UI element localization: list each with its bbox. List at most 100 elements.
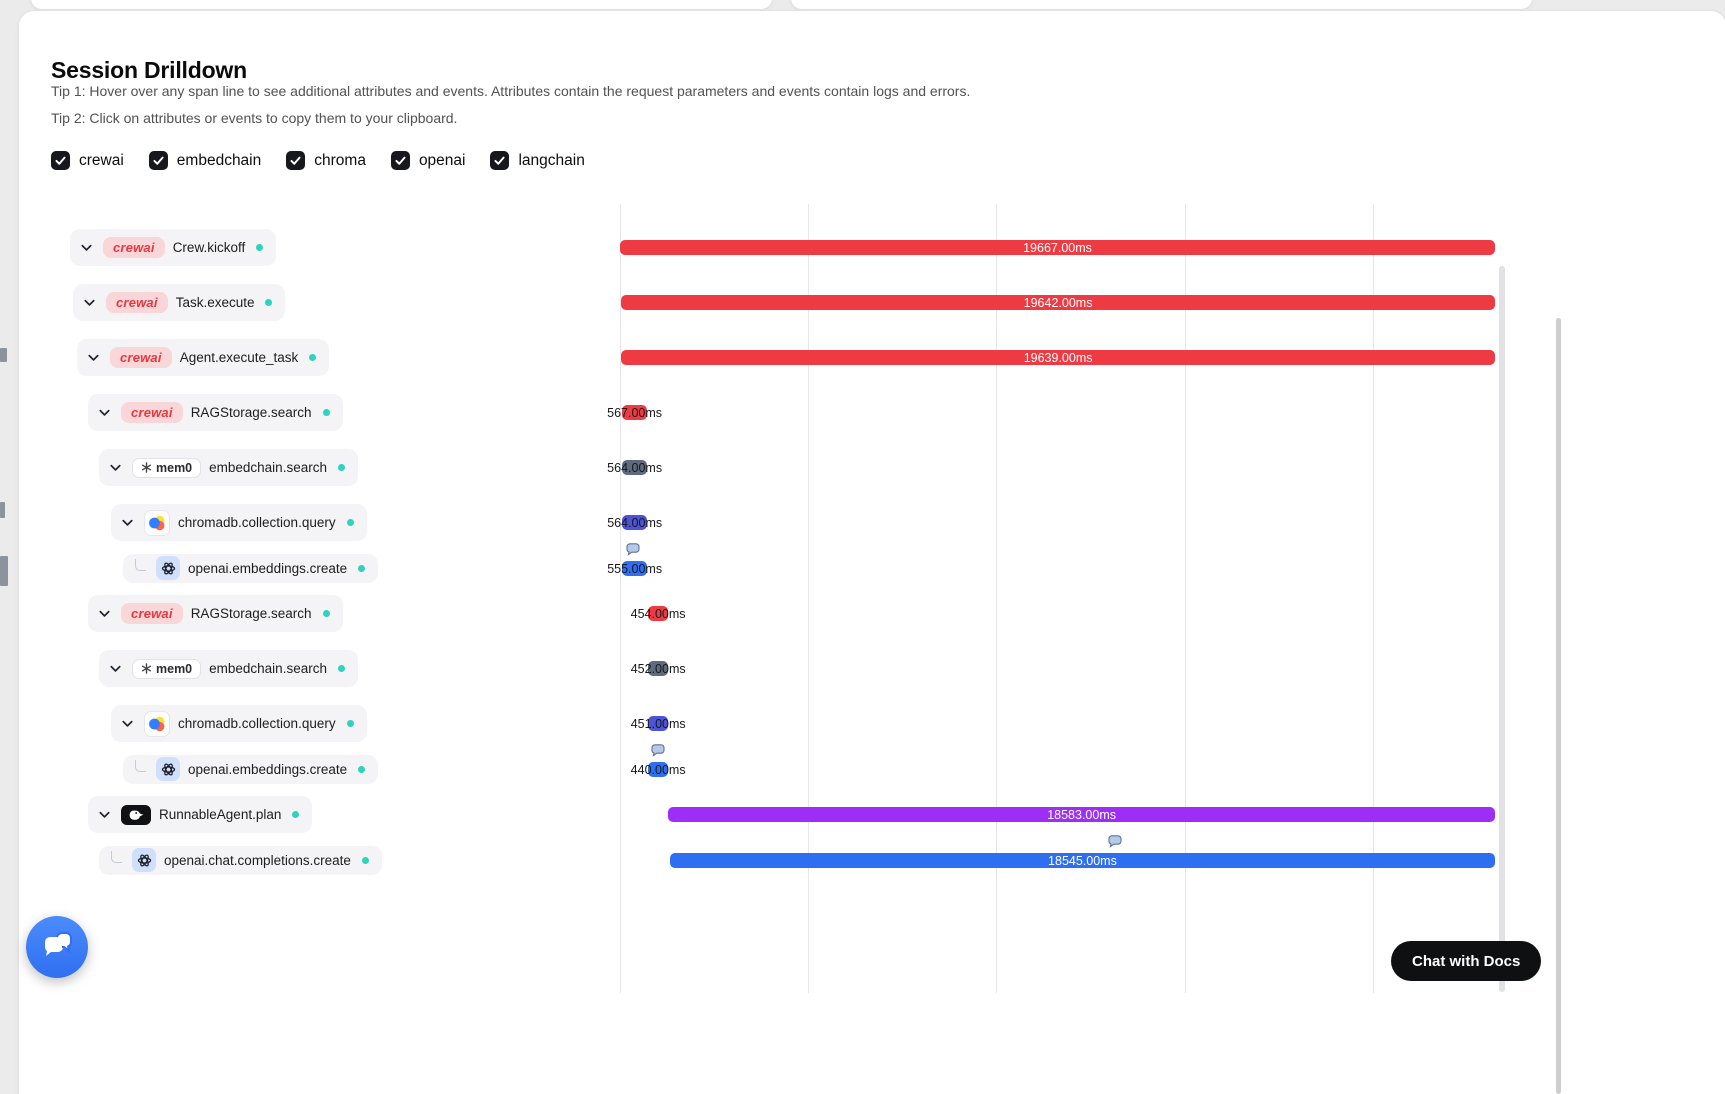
gridline <box>1373 204 1374 993</box>
checkbox-checked-icon[interactable] <box>390 151 410 170</box>
span-label[interactable]: crewai RAGStorage.search <box>88 394 343 431</box>
chat-widget-button[interactable] <box>26 916 88 978</box>
span-label[interactable]: chromadb.collection.query <box>111 705 367 742</box>
span-row: chromadb.collection.query 451.00ms <box>0 696 1725 751</box>
duration-label: 567.00ms <box>607 406 663 420</box>
status-dot <box>322 409 330 416</box>
span-label[interactable]: mem0 embedchain.search <box>99 449 358 486</box>
status-dot <box>337 464 345 471</box>
span-bar[interactable] <box>669 852 1495 868</box>
duration-label: 19639.00ms <box>1023 351 1093 365</box>
checkbox-checked-icon[interactable] <box>490 151 510 170</box>
span-label[interactable]: crewai RAGStorage.search <box>88 595 343 632</box>
span-row: openai.embeddings.create 555.00ms <box>0 543 1725 586</box>
event-bubble-icon[interactable] <box>650 742 666 763</box>
elbow-connector-icon <box>111 850 122 863</box>
openai-logo <box>156 757 180 781</box>
langchain-logo <box>121 804 151 825</box>
duration-label: 454.00ms <box>630 607 686 621</box>
gridline <box>996 204 997 993</box>
span-bar[interactable] <box>648 761 668 777</box>
filter-item-openai[interactable]: openai <box>390 151 465 170</box>
chroma-logo <box>144 509 170 536</box>
span-bar[interactable] <box>668 807 1495 822</box>
filter-label: langchain <box>518 151 585 169</box>
crewai-logo: crewai <box>103 237 165 258</box>
status-dot <box>346 720 354 727</box>
span-row: openai.embeddings.create 440.00ms <box>0 744 1725 787</box>
filter-item-chroma[interactable]: chroma <box>286 151 366 170</box>
chevron-down-icon[interactable] <box>96 405 113 420</box>
chevron-down-icon[interactable] <box>96 606 113 621</box>
chevron-down-icon[interactable] <box>96 807 113 822</box>
status-dot <box>256 244 264 251</box>
span-name: embedchain.search <box>209 661 327 676</box>
filter-item-crewai[interactable]: crewai <box>51 151 124 170</box>
span-row: openai.chat.completions.create 18545.00ms <box>0 835 1725 878</box>
span-bar[interactable] <box>622 515 648 530</box>
span-name: chromadb.collection.query <box>178 716 336 731</box>
span-name: openai.embeddings.create <box>188 761 348 777</box>
page-edge-fragment <box>0 502 5 518</box>
span-bar[interactable] <box>648 716 669 731</box>
duration-label: 19667.00ms <box>1023 241 1092 255</box>
page-title: Session Drilldown <box>51 57 247 84</box>
span-label[interactable]: mem0 embedchain.search <box>99 650 358 687</box>
event-bubble-icon[interactable] <box>625 541 641 562</box>
chevron-down-icon[interactable] <box>119 515 136 530</box>
span-bar[interactable] <box>622 460 648 475</box>
filter-label: crewai <box>79 151 124 169</box>
span-bar[interactable] <box>648 661 669 676</box>
chat-with-docs-button[interactable]: Chat with Docs <box>1391 941 1542 981</box>
gridline <box>808 204 809 993</box>
span-bar[interactable] <box>647 606 669 621</box>
chevron-down-icon[interactable] <box>78 240 95 255</box>
span-name: openai.chat.completions.create <box>164 852 351 868</box>
chevron-down-icon[interactable] <box>107 661 124 676</box>
chevron-down-icon[interactable] <box>119 716 136 731</box>
span-bar[interactable] <box>622 405 648 420</box>
span-row: RunnableAgent.plan 18583.00ms <box>0 787 1725 842</box>
duration-label: 18545.00ms <box>1048 853 1117 868</box>
span-label[interactable]: openai.chat.completions.create <box>99 845 382 875</box>
status-dot <box>358 564 366 572</box>
span-label[interactable]: openai.embeddings.create <box>123 754 379 784</box>
chevron-down-icon[interactable] <box>107 460 124 475</box>
filter-item-langchain[interactable]: langchain <box>490 151 585 170</box>
event-bubble-icon[interactable] <box>1107 833 1123 854</box>
page-scrollbar[interactable] <box>1556 318 1561 1094</box>
span-label[interactable]: crewai Agent.execute_task <box>77 339 330 376</box>
checkbox-checked-icon[interactable] <box>286 151 306 170</box>
tip-1: Tip 1: Hover over any span line to see a… <box>51 83 971 99</box>
status-dot <box>309 354 317 361</box>
filter-item-embedchain[interactable]: embedchain <box>148 151 261 170</box>
span-bar[interactable] <box>620 240 1495 255</box>
crewai-logo: crewai <box>121 603 183 624</box>
status-dot <box>265 299 273 306</box>
duration-label: 452.00ms <box>630 662 686 676</box>
chevron-down-icon[interactable] <box>81 295 98 310</box>
span-label[interactable]: crewai Task.execute <box>73 284 286 321</box>
duration-label: 19642.00ms <box>1023 296 1093 310</box>
duration-label: 564.00ms <box>607 516 663 530</box>
chevron-down-icon[interactable] <box>85 350 102 365</box>
span-bar[interactable] <box>621 350 1495 365</box>
top-card-right <box>790 0 1533 10</box>
checkbox-checked-icon[interactable] <box>148 151 168 170</box>
span-label[interactable]: RunnableAgent.plan <box>88 796 313 833</box>
span-label[interactable]: openai.embeddings.create <box>123 553 379 583</box>
checkbox-checked-icon[interactable] <box>51 151 70 170</box>
span-bar[interactable] <box>622 560 647 576</box>
span-row: crewai RAGStorage.search 454.00ms <box>0 586 1725 641</box>
span-row: crewai Agent.execute_task 19639.00ms <box>0 330 1725 385</box>
status-dot <box>346 519 354 526</box>
mem0-logo: mem0 <box>132 658 202 679</box>
span-name: RAGStorage.search <box>190 405 312 420</box>
span-label[interactable]: chromadb.collection.query <box>111 504 367 541</box>
span-row: mem0 embedchain.search 564.00ms <box>0 440 1725 495</box>
mem0-logo: mem0 <box>132 457 202 478</box>
gridline <box>1185 204 1186 993</box>
span-label[interactable]: crewai Crew.kickoff <box>70 229 277 266</box>
span-bar[interactable] <box>621 295 1495 310</box>
waterfall-scrollbar[interactable] <box>1499 266 1505 992</box>
